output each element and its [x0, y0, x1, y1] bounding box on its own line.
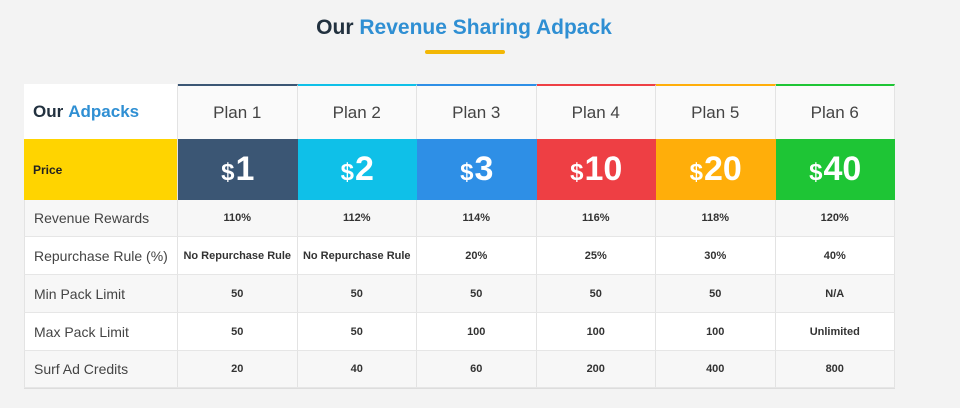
currency-symbol: $ — [460, 158, 474, 186]
price-row-label: Price — [24, 139, 178, 200]
table-header-prefix: Our — [33, 101, 64, 121]
plan-header-3: Plan 3 — [417, 84, 537, 139]
page-title-accent: Revenue Sharing Adpack — [359, 16, 612, 39]
table-cell: 114% — [417, 200, 537, 237]
table-cell: 25% — [536, 237, 656, 275]
table-cell: 118% — [656, 200, 776, 237]
table-cell: 50 — [297, 313, 417, 351]
price-value: 40 — [823, 150, 862, 188]
row-label: Revenue Rewards — [24, 200, 178, 237]
table-header-accent: Adpacks — [68, 101, 140, 121]
table-cell: 20% — [417, 237, 537, 275]
price-value: 3 — [474, 150, 494, 188]
table-header-label: Our Adpacks — [24, 84, 178, 139]
table-cell: 40% — [775, 237, 895, 275]
table-cell: 20 — [178, 351, 298, 388]
table-cell: 400 — [656, 351, 776, 388]
table-cell: 50 — [417, 275, 537, 313]
price-value: 20 — [704, 150, 742, 188]
table-cell: 50 — [178, 313, 298, 351]
price-value: 10 — [584, 150, 623, 188]
table-cell: 50 — [536, 275, 656, 313]
table-cell: 100 — [417, 313, 537, 351]
table-cell: 50 — [178, 275, 298, 313]
row-label: Max Pack Limit — [24, 313, 178, 351]
page-title: Our Revenue Sharing Adpack — [0, 16, 928, 40]
table-cell: 30% — [656, 237, 776, 275]
currency-symbol: $ — [809, 158, 823, 186]
table-cell: N/A — [775, 275, 895, 313]
plan-header-6: Plan 6 — [775, 84, 895, 139]
price-plan-1: $1 — [178, 139, 298, 200]
price-plan-6: $40 — [775, 139, 895, 200]
price-plan-3: $3 — [417, 139, 537, 200]
row-label: Min Pack Limit — [24, 275, 178, 313]
price-plan-2: $2 — [297, 139, 417, 200]
plan-header-4: Plan 4 — [536, 84, 656, 139]
pricing-table: Our Adpacks Plan 1 Plan 2 Plan 3 Plan 4 Plan… — [24, 84, 895, 389]
table-cell: 50 — [297, 275, 417, 313]
price-value: 2 — [354, 150, 374, 188]
table-cell: 50 — [656, 275, 776, 313]
row-label: Surf Ad Credits — [24, 351, 178, 388]
table-cell: 120% — [775, 200, 895, 237]
price-plan-4: $10 — [536, 139, 656, 200]
page-title-prefix: Our — [316, 16, 354, 39]
table-cell: 60 — [417, 351, 537, 388]
table-cell: 112% — [297, 200, 417, 237]
price-plan-5: $20 — [656, 139, 776, 200]
table-cell: 100 — [536, 313, 656, 351]
row-label: Repurchase Rule (%) — [24, 237, 178, 275]
currency-symbol: $ — [689, 158, 704, 186]
title-underline — [425, 50, 505, 54]
table-cell: 116% — [536, 200, 656, 237]
currency-symbol: $ — [340, 158, 354, 186]
currency-symbol: $ — [570, 158, 584, 186]
table-cell: 800 — [775, 351, 895, 388]
table-cell: No Repurchase Rule — [297, 237, 417, 275]
table-cell: 40 — [297, 351, 417, 388]
table-cell: 200 — [536, 351, 656, 388]
price-value: 1 — [235, 150, 255, 188]
plan-header-2: Plan 2 — [297, 84, 417, 139]
table-cell: Unlimited — [775, 313, 895, 351]
plan-header-1: Plan 1 — [178, 84, 298, 139]
plan-header-5: Plan 5 — [656, 84, 776, 139]
table-cell: 100 — [656, 313, 776, 351]
currency-symbol: $ — [221, 158, 235, 186]
table-cell: No Repurchase Rule — [178, 237, 298, 275]
table-cell: 110% — [178, 200, 298, 237]
